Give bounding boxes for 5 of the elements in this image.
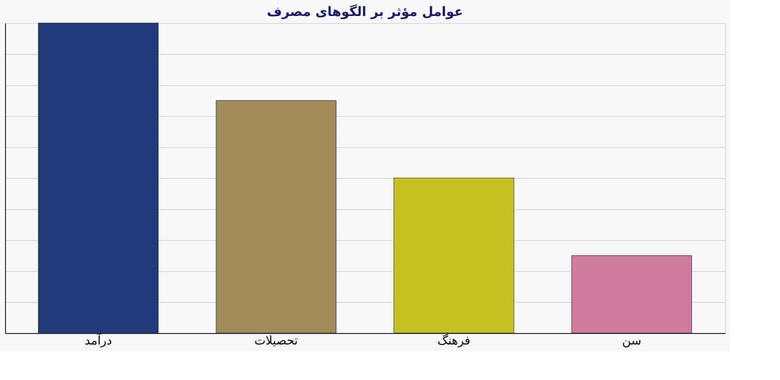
chart-title: عوامل مؤثر بر الگوهای مصرف [266,4,464,20]
x-tick-label: درآمد [84,332,112,348]
x-tick-label: تحصیلات [254,334,298,348]
x-tick-label: سن [622,334,642,348]
x-tick-label: فرهنگ [437,334,470,348]
